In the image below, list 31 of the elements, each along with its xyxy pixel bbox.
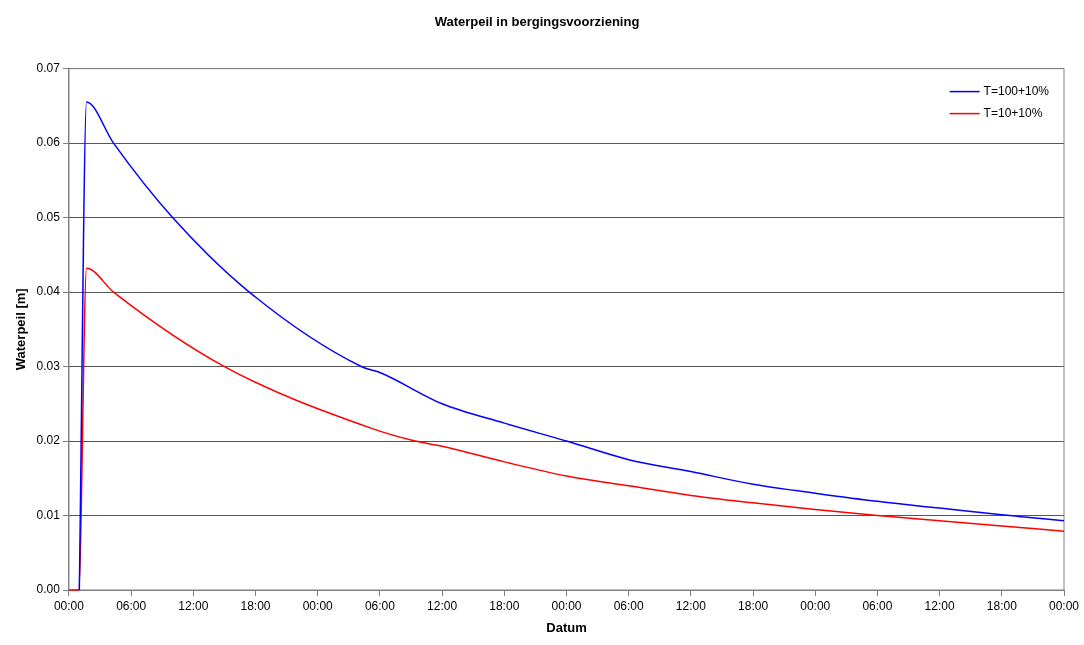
x-tick-label: 00:00 bbox=[1048, 598, 1080, 613]
x-tick-label: 12:00 bbox=[178, 598, 209, 613]
x-tick-label: 18:00 bbox=[240, 598, 271, 613]
y-tick-label: 0.03 bbox=[36, 358, 61, 373]
y-tick-label: 0.04 bbox=[36, 284, 61, 299]
x-tick-label: 12:00 bbox=[924, 598, 955, 613]
x-tick-label: 06:00 bbox=[116, 598, 147, 613]
chart-title: Waterpeil in bergingsvoorziening bbox=[434, 14, 640, 30]
x-tick-label: 06:00 bbox=[364, 598, 396, 613]
y-tick-label: 0.05 bbox=[36, 209, 61, 224]
y-axis-title: Waterpeil [m] bbox=[13, 288, 29, 371]
y-tick-label: 0.07 bbox=[36, 60, 61, 75]
line-series bbox=[78, 101, 1065, 591]
y-tick-label: 0.00 bbox=[36, 582, 61, 597]
y-tick-label: 0.01 bbox=[36, 507, 61, 522]
y-tick-label: 0.06 bbox=[36, 135, 61, 150]
x-tick-label: 06:00 bbox=[613, 598, 645, 613]
legend-label: T=100+10% bbox=[983, 83, 1050, 98]
x-tick-label: 18:00 bbox=[489, 598, 520, 613]
x-tick-label: 18:00 bbox=[986, 598, 1018, 613]
y-tick-label: 0.02 bbox=[36, 433, 61, 448]
x-tick-label: 00:00 bbox=[53, 598, 85, 613]
x-tick-label: 00:00 bbox=[302, 598, 334, 613]
x-tick-label: 06:00 bbox=[862, 598, 893, 613]
legend-label: T=10+10% bbox=[983, 105, 1043, 120]
x-tick-label: 18:00 bbox=[738, 598, 769, 613]
x-tick-label: 12:00 bbox=[427, 598, 458, 613]
x-tick-label: 12:00 bbox=[675, 598, 707, 613]
x-tick-label: 00:00 bbox=[800, 598, 831, 613]
x-tick-label: 00:00 bbox=[551, 598, 582, 613]
x-axis-title: Datum bbox=[546, 619, 587, 635]
